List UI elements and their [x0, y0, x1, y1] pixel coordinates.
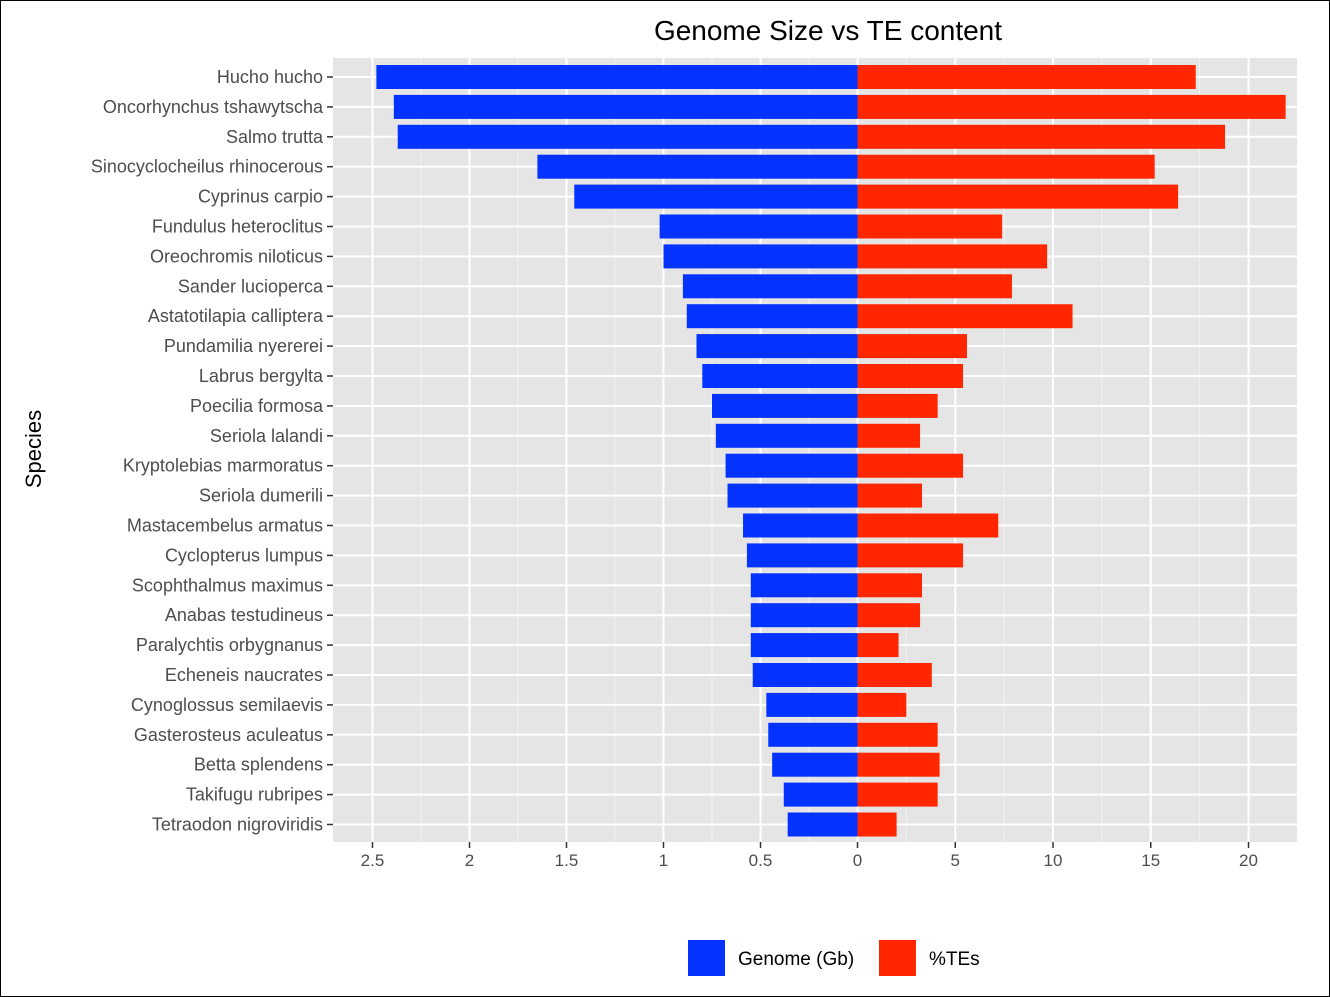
- y-tick-label: Betta splendens: [194, 755, 323, 775]
- x-tick-label: 0: [853, 851, 862, 870]
- bar-genome: [682, 274, 858, 299]
- bar-genome: [750, 573, 858, 598]
- bar-genome: [772, 752, 858, 777]
- y-tick-label: Salmo trutta: [226, 127, 324, 147]
- bar-te: [857, 364, 964, 388]
- bar-te: [857, 692, 907, 717]
- x-tick-label: 15: [1141, 851, 1160, 870]
- y-tick-label: Scophthalmus maximus: [132, 575, 323, 595]
- bar-te: [857, 722, 938, 747]
- bar-te: [857, 483, 923, 508]
- bar-genome: [768, 722, 858, 747]
- bar-genome: [727, 483, 858, 508]
- bar-te: [857, 65, 1196, 89]
- legend-key: [879, 940, 916, 976]
- legend: Genome (Gb) %TEs: [688, 940, 980, 976]
- bar-te: [857, 663, 932, 687]
- chart-title: Genome Size vs TE content: [654, 15, 1002, 46]
- y-tick-label: Echeneis naucrates: [165, 665, 323, 685]
- bar-te: [857, 214, 1003, 239]
- y-tick-label: Cynoglossus semilaevis: [131, 695, 323, 715]
- legend-key: [688, 940, 725, 976]
- x-tick-label: 0.5: [749, 851, 773, 870]
- bar-genome: [702, 364, 858, 388]
- y-tick-label: Poecilia formosa: [190, 396, 324, 416]
- bar-genome: [715, 423, 858, 448]
- bar-te: [857, 304, 1073, 329]
- x-tick-label: 1: [659, 851, 668, 870]
- y-tick-label: Seriola dumerili: [199, 486, 323, 506]
- y-tick-label: Paralychtis orbygnanus: [136, 635, 323, 655]
- bar-te: [857, 154, 1155, 179]
- bar-te: [857, 94, 1286, 119]
- legend-label: %TEs: [929, 949, 980, 970]
- x-tick-label: 20: [1239, 851, 1258, 870]
- x-tick-label: 5: [951, 851, 960, 870]
- bar-te: [857, 812, 897, 837]
- bar-genome: [376, 65, 858, 89]
- bar-genome: [766, 692, 858, 717]
- y-tick-label: Anabas testudineus: [165, 605, 323, 625]
- bar-genome: [696, 334, 858, 359]
- y-tick-label: Sander lucioperca: [178, 276, 324, 296]
- bar-genome: [659, 214, 858, 239]
- bar-te: [857, 543, 964, 568]
- bar-genome: [663, 244, 858, 269]
- y-tick-label: Labrus bergylta: [199, 366, 324, 386]
- bar-genome: [752, 663, 858, 687]
- y-tick-label: Oreochromis niloticus: [150, 246, 323, 266]
- x-tick-label: 2: [465, 851, 474, 870]
- y-tick-label: Seriola lalandi: [210, 426, 323, 446]
- bar-te: [857, 124, 1226, 149]
- bar-genome: [750, 633, 858, 658]
- bar-genome: [397, 124, 858, 149]
- y-tick-label: Hucho hucho: [217, 67, 323, 87]
- x-tick-label: 10: [1044, 851, 1063, 870]
- y-tick-label: Takifugu rubripes: [186, 785, 323, 805]
- bar-te: [857, 513, 999, 538]
- legend-label: Genome (Gb): [738, 949, 854, 970]
- bar-genome: [787, 812, 858, 837]
- bar-te: [857, 603, 921, 628]
- y-tick-label: Cyclopterus lumpus: [165, 545, 323, 565]
- bar-te: [857, 633, 899, 658]
- bar-te: [857, 453, 964, 478]
- x-tick-label: 2.5: [361, 851, 385, 870]
- bar-te: [857, 244, 1048, 269]
- y-tick-label: Oncorhynchus tshawytscha: [103, 97, 324, 117]
- bar-genome: [750, 603, 858, 628]
- y-tick-label: Mastacembelus armatus: [127, 516, 323, 536]
- y-tick-label: Tetraodon nigroviridis: [152, 815, 323, 835]
- y-tick-label: Pundamilia nyererei: [164, 336, 323, 356]
- y-tick-label: Fundulus heteroclitus: [152, 217, 323, 237]
- bar-genome: [743, 513, 858, 538]
- bar-te: [857, 573, 923, 598]
- y-axis-title: Species: [21, 410, 46, 488]
- bar-genome: [725, 453, 858, 478]
- bar-te: [857, 782, 938, 807]
- y-tick-label: Kryptolebias marmoratus: [123, 456, 323, 476]
- y-tick-label: Astatotilapia calliptera: [148, 306, 324, 326]
- bar-genome: [574, 184, 858, 209]
- bar-genome: [393, 94, 858, 119]
- bar-genome: [783, 782, 858, 807]
- bar-te: [857, 274, 1012, 299]
- bar-genome: [686, 304, 858, 329]
- y-tick-label: Gasterosteus aculeatus: [134, 725, 323, 745]
- bar-te: [857, 334, 967, 359]
- y-tick-label: Sinocyclocheilus rhinocerous: [91, 157, 323, 177]
- bar-te: [857, 184, 1179, 209]
- y-tick-label: Cyprinus carpio: [198, 187, 323, 207]
- bar-genome: [746, 543, 858, 568]
- bar-te: [857, 393, 938, 418]
- bar-te: [857, 752, 940, 777]
- x-tick-label: 1.5: [555, 851, 579, 870]
- bar-te: [857, 423, 921, 448]
- x-tick-labels: 2.5 2 1.5 1 0.5 0 5 10 15 20: [361, 842, 1258, 870]
- y-tick-labels: Hucho hucho Oncorhynchus tshawytscha Salmo…: [91, 67, 333, 835]
- bar-genome: [712, 393, 858, 418]
- bar-genome: [537, 154, 858, 179]
- plot-panel: [333, 58, 1297, 842]
